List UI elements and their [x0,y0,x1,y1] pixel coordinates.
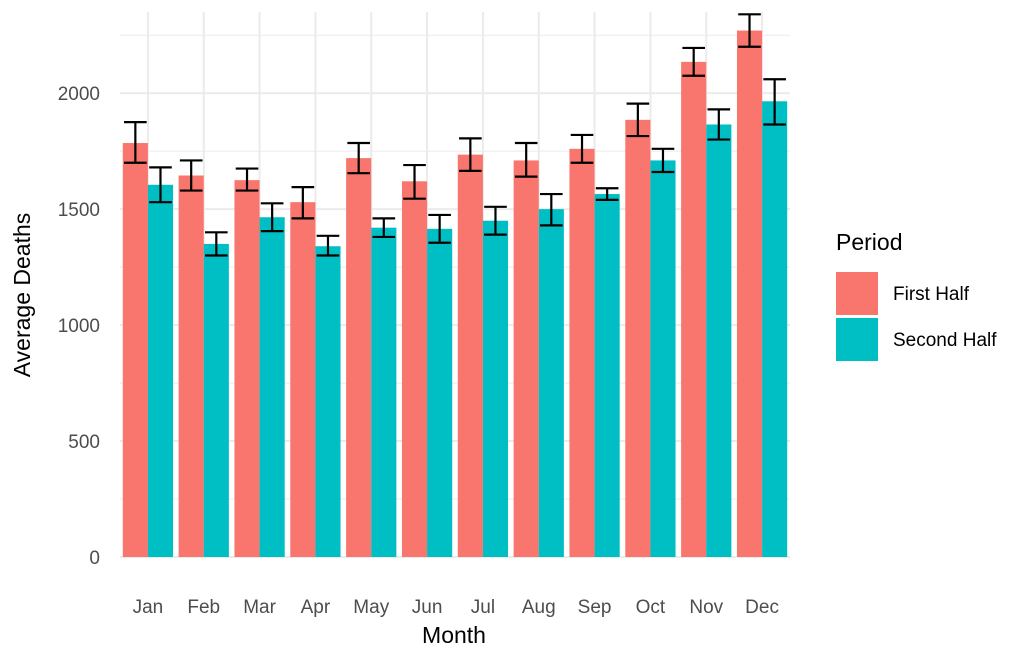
x-tick-label: Aug [522,597,556,618]
error-bar-second-half-mar [260,202,284,233]
x-tick-label: Jan [133,597,164,618]
bar-first-half-jul [457,154,483,557]
bar-first-half-apr [290,202,316,557]
x-tick-label: Nov [689,597,723,618]
bar-second-half-nov [706,124,732,557]
error-bar-second-half-oct [651,147,675,174]
bar-second-half-jan [147,184,174,557]
error-bar-second-half-dec [763,78,786,126]
x-tick-label: Sep [578,597,612,618]
error-bar-first-half-aug [514,141,538,178]
error-bar-first-half-jan [124,121,147,164]
y-axis-title: Average Deaths [9,213,35,378]
bar-second-half-dec [762,101,788,557]
error-bar-first-half-nov [682,46,705,77]
bar-first-half-may [346,158,372,557]
y-tick-labels: 0 500 1000 1500 2000 [58,84,100,569]
error-bar-second-half-sep [595,187,619,201]
bar-first-half-jan [122,143,148,557]
y-tick-label: 1000 [58,316,100,337]
bar-first-half-oct [625,119,651,557]
error-bar-second-half-apr [316,234,340,257]
error-bars [124,13,786,257]
bar-first-half-sep [569,148,595,558]
x-axis-title: Month [422,622,486,648]
y-tick-label: 1500 [58,200,100,221]
bar-second-half-jun [427,228,453,557]
legend-key-second-half [836,318,878,361]
y-tick-label: 0 [89,548,100,569]
bar-second-half-mar [259,217,285,557]
bar-second-half-jul [482,220,509,558]
legend-title: Period [836,229,902,255]
error-bar-first-half-oct [626,102,650,138]
x-tick-label: Jun [412,597,443,618]
error-bar-first-half-mar [235,167,259,192]
bar-first-half-nov [681,61,707,558]
error-bar-first-half-may [347,141,370,175]
error-bar-first-half-jul [459,137,482,172]
bar-first-half-feb [178,175,204,557]
x-tick-label: May [353,597,389,618]
error-bar-first-half-jun [403,163,426,200]
bar-second-half-sep [594,194,620,557]
legend-label-first-half: First Half [893,284,970,305]
x-tick-label: Apr [301,597,331,618]
bar-second-half-apr [315,246,341,557]
y-tick-label: 500 [68,432,100,453]
error-bar-second-half-jun [428,213,451,244]
bar-first-half-mar [234,180,260,557]
error-bar-first-half-sep [570,133,594,164]
legend-key-first-half [836,272,878,315]
legend: Period First Half Second Half [836,229,997,361]
error-bar-second-half-feb [205,231,228,257]
bar-first-half-dec [736,30,763,557]
y-tick-label: 2000 [58,84,100,105]
bar-second-half-aug [538,209,564,557]
bar-second-half-feb [203,243,229,557]
x-tick-label: Jul [471,597,495,618]
x-tick-labels: Jan Feb Mar Apr May Jun Jul Aug Sep Oct Nov Dec [133,597,779,618]
x-tick-label: Feb [187,597,220,618]
error-bar-second-half-jan [149,166,172,204]
error-bar-second-half-aug [540,192,563,227]
x-tick-label: Dec [745,597,779,618]
bar-second-half-may [371,227,397,557]
error-bar-first-half-apr [291,185,315,220]
error-bar-second-half-may [372,217,396,239]
bars [122,30,788,558]
bar-second-half-oct [650,160,676,557]
bar-first-half-jun [401,181,428,558]
error-bar-first-half-dec [738,13,761,48]
error-bar-second-half-jul [484,205,507,236]
bar-first-half-aug [513,160,539,557]
error-bar-second-half-nov [707,108,731,141]
legend-label-second-half: Second Half [893,330,997,351]
error-bar-first-half-feb [179,159,203,192]
x-tick-label: Mar [243,597,276,618]
x-tick-label: Oct [636,597,666,618]
